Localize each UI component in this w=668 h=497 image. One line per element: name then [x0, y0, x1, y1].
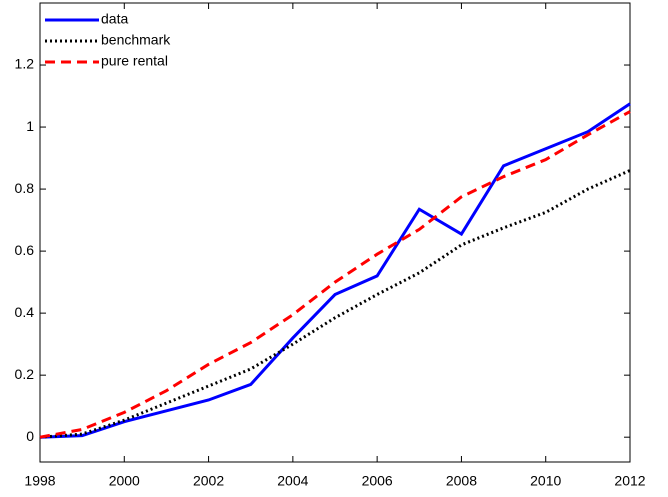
x-tick-label: 2010 [530, 473, 561, 489]
y-tick-label: 0.2 [15, 366, 35, 382]
legend-label: pure rental [101, 53, 168, 69]
legend-label: data [101, 11, 128, 27]
x-tick-label: 2012 [614, 473, 645, 489]
series-line [39, 102, 631, 439]
x-tick-label: 2006 [362, 473, 393, 489]
y-tick-label: 0.4 [15, 304, 35, 320]
y-tick-label: 0.8 [15, 180, 35, 196]
series-line [39, 110, 631, 439]
x-tick-label: 2008 [446, 473, 477, 489]
x-tick-label: 2004 [277, 473, 308, 489]
x-tick-label: 1998 [24, 473, 55, 489]
series-line [39, 169, 631, 439]
legend-label: benchmark [101, 32, 171, 48]
x-tick-label: 2002 [193, 473, 224, 489]
y-tick-label: 1 [26, 118, 34, 134]
x-tick-label: 2000 [109, 473, 140, 489]
y-tick-label: 0.6 [15, 242, 35, 258]
plot-frame [39, 2, 631, 463]
y-tick-label: 0 [26, 428, 34, 444]
y-tick-label: 1.2 [15, 56, 35, 72]
